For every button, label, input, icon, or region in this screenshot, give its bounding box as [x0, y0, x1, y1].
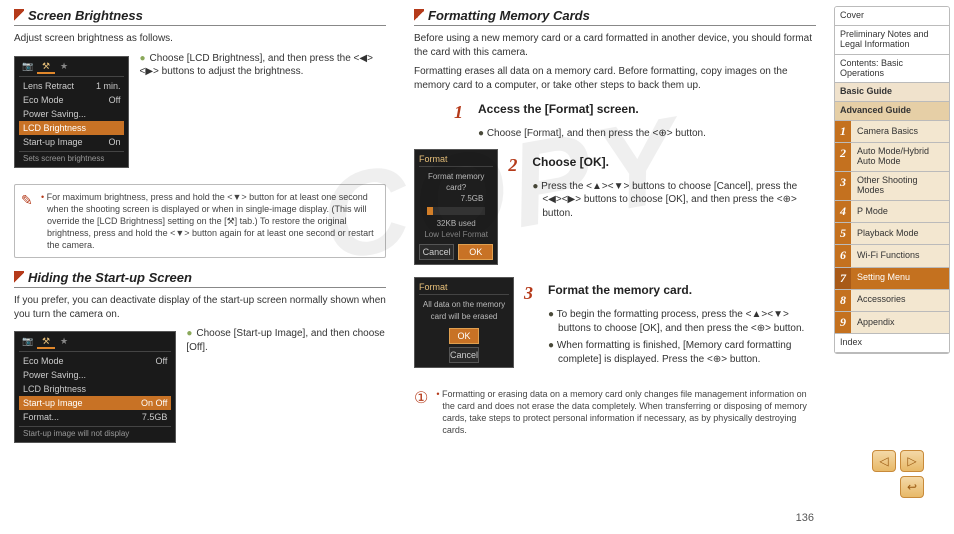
nav-chapter-9[interactable]: 9Appendix — [835, 312, 949, 334]
step-number: 2 — [508, 155, 524, 176]
nav-contents[interactable]: Contents: Basic Operations — [835, 55, 949, 84]
section-heading-startup: Hiding the Start-up Screen — [14, 270, 386, 288]
step-2: 2 Choose [OK]. — [508, 155, 816, 176]
nav-chapter-8[interactable]: 8Accessories — [835, 290, 949, 312]
step-body: To begin the formatting process, press t… — [548, 308, 816, 335]
menu-row: Start-up ImageOn Off — [19, 396, 171, 410]
section-heading-brightness: Screen Brightness — [14, 8, 386, 26]
step-body: Choose [Format], and then press the <⊕> … — [478, 127, 816, 141]
dialog-size: 7.5GB — [419, 193, 493, 204]
dialog-line: All data on the memory — [419, 299, 509, 310]
nav-chapter-1[interactable]: 1Camera Basics — [835, 121, 949, 143]
format-dialog-1: Format Format memory card? 7.5GB 32KB us… — [414, 149, 498, 266]
nav-cover[interactable]: Cover — [835, 7, 949, 26]
menu-row: Power Saving... — [19, 107, 124, 121]
heading-text: Hiding the Start-up Screen — [28, 270, 192, 285]
ok-button[interactable]: OK — [458, 244, 493, 260]
menu-row: Start-up ImageOn — [19, 135, 124, 149]
usage-bar — [427, 207, 485, 215]
intro-text: Formatting erases all data on a memory c… — [414, 65, 816, 92]
step-number: 3 — [524, 283, 540, 304]
flag-icon — [414, 9, 424, 23]
heading-text: Screen Brightness — [28, 8, 143, 23]
nav-basic-guide[interactable]: Basic Guide — [835, 83, 949, 102]
pencil-icon: ✎ — [21, 191, 33, 210]
dialog-used: 32KB used — [419, 218, 493, 229]
warning-box: ① Formatting or erasing data on a memory… — [414, 388, 816, 437]
instruction-bullet: Choose [Start-up Image], and then choose… — [186, 327, 386, 354]
cam-footer: Start-up image will not display — [19, 426, 171, 438]
page-nav-icons: ◁ ▷ ↩ — [870, 450, 924, 498]
menu-row: Lens Retract1 min. — [19, 79, 124, 93]
note-box: ✎ For maximum brightness, press and hold… — [14, 184, 386, 259]
step-1: 1 Access the [Format] screen. — [454, 102, 816, 123]
nav-chapter-6[interactable]: 6Wi-Fi Functions — [835, 245, 949, 267]
dialog-lowlevel: Low Level Format — [419, 229, 493, 240]
cam-tabs: 📷⚒★ — [19, 61, 124, 77]
intro-text: Before using a new memory card or a card… — [414, 32, 816, 59]
nav-advanced-guide[interactable]: Advanced Guide — [835, 102, 949, 121]
right-column: Formatting Memory Cards Before using a n… — [400, 0, 830, 534]
step-title: Access the [Format] screen. — [478, 102, 639, 123]
nav-chapter-4[interactable]: 4P Mode — [835, 201, 949, 223]
cam-tabs: 📷⚒★ — [19, 336, 171, 352]
left-column: Screen Brightness Adjust screen brightne… — [0, 0, 400, 534]
return-button[interactable]: ↩ — [900, 476, 924, 498]
dialog-line: card will be erased — [419, 311, 509, 322]
next-page-button[interactable]: ▷ — [900, 450, 924, 472]
intro-text: Adjust screen brightness as follows. — [14, 32, 386, 46]
step-body: When formatting is finished, [Memory car… — [548, 339, 816, 366]
nav-chapter-3[interactable]: 3Other Shooting Modes — [835, 172, 949, 201]
camera-menu-startup: 📷⚒★ Eco ModeOffPower Saving...LCD Bright… — [14, 331, 176, 443]
intro-text: If you prefer, you can deactivate displa… — [14, 294, 386, 321]
heading-text: Formatting Memory Cards — [428, 8, 590, 23]
nav-chapter-7[interactable]: 7Setting Menu — [835, 268, 949, 290]
step-body: Press the <▲><▼> buttons to choose [Canc… — [532, 180, 816, 221]
step-3: 3 Format the memory card. — [524, 283, 816, 304]
menu-row: Eco ModeOff — [19, 93, 124, 107]
dialog-title: Format — [419, 282, 509, 295]
flag-icon — [14, 9, 24, 23]
flag-icon — [14, 271, 24, 285]
menu-row: Eco ModeOff — [19, 354, 171, 368]
note-text: For maximum brightness, press and hold t… — [41, 191, 377, 252]
nav-index[interactable]: Index — [835, 334, 949, 353]
section-heading-format: Formatting Memory Cards — [414, 8, 816, 26]
step-title: Choose [OK]. — [532, 155, 609, 176]
nav-prelim[interactable]: Preliminary Notes and Legal Information — [835, 26, 949, 55]
camera-menu-brightness: 📷⚒★ Lens Retract1 min.Eco ModeOffPower S… — [14, 56, 129, 168]
nav-chapter-5[interactable]: 5Playback Mode — [835, 223, 949, 245]
cancel-button[interactable]: Cancel — [419, 244, 454, 260]
nav-chapter-2[interactable]: 2Auto Mode/Hybrid Auto Mode — [835, 143, 949, 172]
ok-button[interactable]: OK — [449, 328, 479, 344]
prev-page-button[interactable]: ◁ — [872, 450, 896, 472]
cancel-button[interactable]: Cancel — [449, 347, 479, 363]
warning-text: Formatting or erasing data on a memory c… — [436, 388, 816, 437]
warning-icon: ① — [414, 388, 428, 437]
cam-footer: Sets screen brightness — [19, 151, 124, 163]
dialog-line: Format memory card? — [419, 171, 493, 193]
menu-row: Format...7.5GB — [19, 410, 171, 424]
dialog-title: Format — [419, 154, 493, 167]
menu-row: Power Saving... — [19, 368, 171, 382]
page-number: 136 — [796, 512, 814, 524]
step-number: 1 — [454, 102, 470, 123]
format-dialog-2: Format All data on the memory card will … — [414, 277, 514, 367]
menu-row: LCD Brightness — [19, 382, 171, 396]
step-title: Format the memory card. — [548, 283, 692, 304]
menu-row: LCD Brightness — [19, 121, 124, 135]
instruction-bullet: Choose [LCD Brightness], and then press … — [139, 52, 386, 79]
